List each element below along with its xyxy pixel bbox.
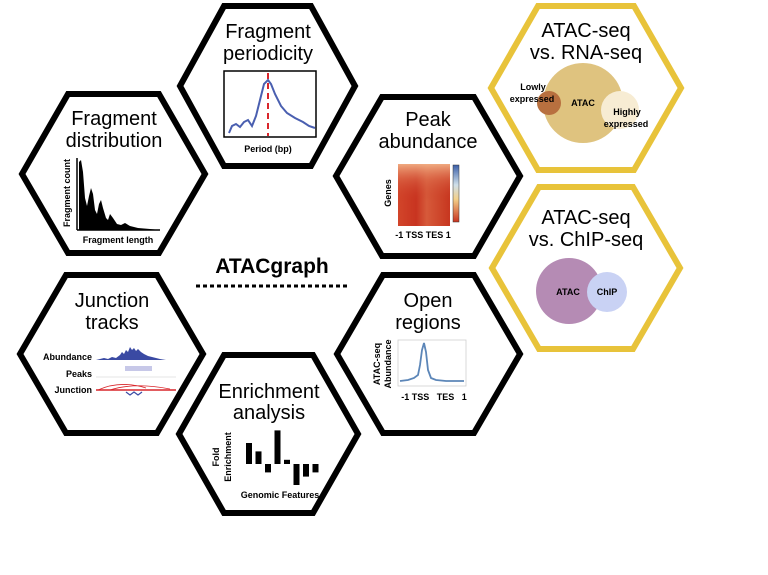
enrichment-bar bbox=[246, 443, 252, 464]
title-line-2: vs. ChIP-seq bbox=[529, 229, 643, 251]
venn-chip-circle bbox=[587, 272, 627, 312]
y-axis-label: Genes bbox=[383, 179, 393, 207]
x-axis-label: Genomic Features bbox=[241, 490, 320, 500]
junction-track-arcs bbox=[97, 384, 171, 391]
title-line-2: periodicity bbox=[223, 43, 313, 65]
open-regions-curve bbox=[399, 342, 464, 382]
title-line-1: Fragment bbox=[71, 108, 157, 130]
title-line-2: abundance bbox=[379, 131, 478, 153]
hex-fragment-periodicity: Fragment periodicity Period (bp) bbox=[176, 2, 359, 169]
x-axis-label: -1 TSS TES 1 bbox=[401, 392, 467, 402]
title-line-2: analysis bbox=[233, 402, 305, 424]
enrichment-bar bbox=[274, 430, 281, 464]
hex-fragment-distribution: Fragment distribution Fragment count Fra… bbox=[18, 91, 209, 256]
hex-atac-vs-rna: ATAC-seq vs. RNA-seq Lowly expressed ATA… bbox=[487, 3, 685, 173]
x-axis-label: Fragment length bbox=[83, 235, 154, 245]
enrichment-bar bbox=[312, 464, 319, 473]
enrichment-bar bbox=[293, 464, 300, 485]
hex-outline bbox=[175, 352, 362, 516]
title-line-1: ATAC-seq bbox=[541, 207, 630, 229]
hex-junction-tracks: Junction tracks Abundance Peaks Junction bbox=[16, 272, 207, 436]
y-axis-label-line-1: ATAC-seq bbox=[372, 343, 382, 385]
hex-enrichment-analysis: Enrichment analysis Fold Enrichment Geno… bbox=[175, 352, 362, 516]
atac-label: ATAC bbox=[556, 287, 580, 297]
center-title-group: ATACgraph bbox=[196, 255, 350, 288]
title-line-1: Junction bbox=[75, 290, 150, 312]
track-label-abundance: Abundance bbox=[43, 352, 92, 362]
hex-outline bbox=[18, 91, 209, 256]
title-line-2: vs. RNA-seq bbox=[530, 42, 642, 64]
heatmap-highlight bbox=[398, 164, 450, 226]
venn-atac-circle bbox=[543, 63, 623, 143]
track-label-peaks: Peaks bbox=[66, 369, 92, 379]
highly-label-line-1: Highly bbox=[613, 107, 641, 117]
enrichment-bar bbox=[265, 464, 271, 473]
title-line-1: Enrichment bbox=[218, 381, 320, 403]
heatmap-color-scale bbox=[452, 164, 460, 223]
y-axis-label-line-1: Fold bbox=[211, 448, 221, 467]
abundance-track bbox=[96, 347, 180, 360]
lowly-label-line-2: expressed bbox=[510, 94, 555, 104]
enrichment-bar bbox=[303, 464, 309, 477]
y-axis-label-line-2: Abundance bbox=[383, 339, 393, 388]
y-axis-label-line-2: Enrichment bbox=[223, 432, 233, 482]
highly-label-line-2: expressed bbox=[604, 119, 649, 129]
title-line-1: Open bbox=[404, 290, 453, 312]
atac-label: ATAC bbox=[571, 98, 595, 108]
hex-peak-abundance: Peak abundance Genes - bbox=[332, 94, 524, 259]
chip-label: ChIP bbox=[597, 287, 618, 297]
title-line-1: Fragment bbox=[225, 21, 311, 43]
venn-atac-circle bbox=[536, 258, 602, 324]
plot-frame bbox=[223, 70, 317, 138]
hex-outline bbox=[333, 272, 524, 436]
enrichment-bar-chart bbox=[246, 430, 319, 485]
track-label-junction: Junction bbox=[55, 385, 93, 395]
y-axis-label: Fragment count bbox=[62, 159, 72, 227]
x-axis-label: -1 TSS TES 1 bbox=[395, 230, 451, 240]
title-line-2: regions bbox=[395, 312, 461, 334]
peaks-track-bar bbox=[125, 366, 152, 371]
lowly-label-line-1: Lowly bbox=[520, 82, 546, 92]
hex-outline bbox=[16, 272, 207, 436]
title-line-1: Peak bbox=[405, 109, 452, 131]
enrichment-bar bbox=[255, 451, 262, 464]
venn-lowly-expressed-circle bbox=[537, 91, 561, 115]
x-axis-label: Period (bp) bbox=[244, 144, 292, 154]
junction-track-features bbox=[125, 391, 143, 396]
periodicity-curve bbox=[228, 78, 316, 134]
hex-open-regions: Open regions ATAC-seq Abundance -1 TSS T… bbox=[333, 272, 524, 436]
plot-frame bbox=[397, 339, 467, 387]
venn-highly-expressed-circle bbox=[601, 91, 639, 129]
center-title: ATACgraph bbox=[215, 255, 329, 278]
title-line-2: tracks bbox=[85, 312, 138, 334]
fragment-histogram bbox=[79, 160, 160, 230]
enrichment-bar bbox=[284, 459, 290, 464]
hex-atac-vs-chip: ATAC-seq vs. ChIP-seq ATAC ChIP bbox=[488, 184, 684, 352]
title-line-1: ATAC-seq bbox=[541, 20, 630, 42]
title-line-2: distribution bbox=[66, 130, 163, 152]
